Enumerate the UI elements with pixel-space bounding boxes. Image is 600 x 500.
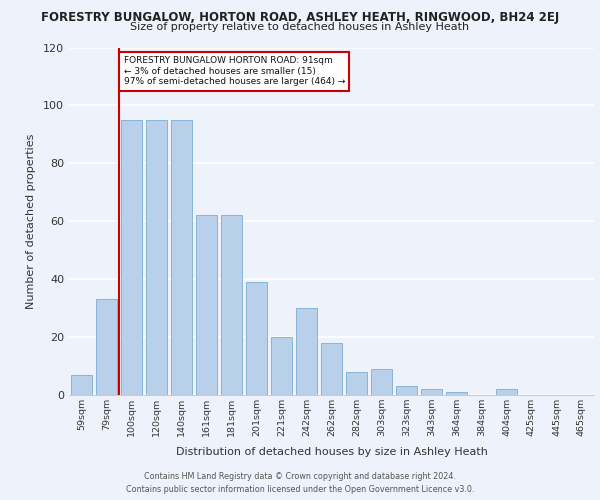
Bar: [496, 389, 517, 395]
Text: FORESTRY BUNGALOW, HORTON ROAD, ASHLEY HEATH, RINGWOOD, BH24 2EJ: FORESTRY BUNGALOW, HORTON ROAD, ASHLEY H…: [41, 11, 559, 24]
Bar: [296, 308, 317, 395]
Bar: [146, 120, 167, 395]
Bar: [321, 343, 342, 395]
Bar: [421, 389, 442, 395]
Bar: [271, 337, 292, 395]
Bar: [396, 386, 417, 395]
Bar: [346, 372, 367, 395]
Bar: [71, 374, 92, 395]
Bar: [171, 120, 192, 395]
Bar: [221, 216, 242, 395]
X-axis label: Distribution of detached houses by size in Ashley Heath: Distribution of detached houses by size …: [176, 448, 487, 458]
Bar: [446, 392, 467, 395]
Bar: [371, 369, 392, 395]
Y-axis label: Number of detached properties: Number of detached properties: [26, 134, 36, 309]
Text: Contains HM Land Registry data © Crown copyright and database right 2024.
Contai: Contains HM Land Registry data © Crown c…: [126, 472, 474, 494]
Text: Size of property relative to detached houses in Ashley Heath: Size of property relative to detached ho…: [130, 22, 470, 32]
Bar: [196, 216, 217, 395]
Bar: [96, 300, 117, 395]
Bar: [246, 282, 267, 395]
Text: FORESTRY BUNGALOW HORTON ROAD: 91sqm
← 3% of detached houses are smaller (15)
97: FORESTRY BUNGALOW HORTON ROAD: 91sqm ← 3…: [124, 56, 345, 86]
Bar: [121, 120, 142, 395]
